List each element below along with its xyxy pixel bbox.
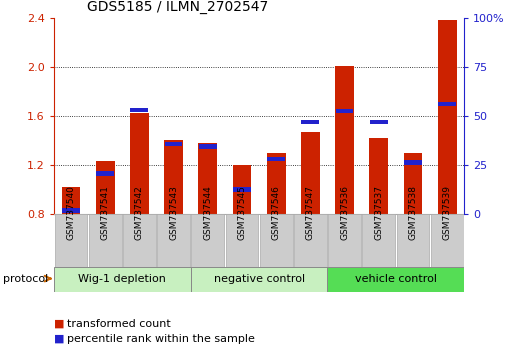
Text: protocol: protocol <box>3 274 48 284</box>
Text: GSM737539: GSM737539 <box>443 185 451 240</box>
Bar <box>96 161 114 214</box>
Bar <box>302 120 319 124</box>
Bar <box>123 214 156 267</box>
Text: percentile rank within the sample: percentile rank within the sample <box>67 334 254 344</box>
Bar <box>96 171 114 176</box>
Bar <box>438 20 457 214</box>
Bar <box>164 141 183 214</box>
Bar <box>54 267 191 292</box>
Bar <box>157 214 190 267</box>
Bar <box>260 214 292 267</box>
Bar <box>130 108 148 112</box>
Text: vehicle control: vehicle control <box>355 274 437 284</box>
Text: transformed count: transformed count <box>67 319 170 329</box>
Bar <box>370 120 388 124</box>
Bar <box>62 187 81 214</box>
Bar <box>294 214 327 267</box>
Text: GDS5185 / ILMN_2702547: GDS5185 / ILMN_2702547 <box>87 0 268 14</box>
Text: GSM737547: GSM737547 <box>306 185 315 240</box>
Bar <box>328 214 361 267</box>
Bar <box>327 267 464 292</box>
Text: negative control: negative control <box>213 274 305 284</box>
Bar <box>397 214 429 267</box>
Text: GSM737538: GSM737538 <box>408 185 418 240</box>
Text: GSM737540: GSM737540 <box>67 185 75 240</box>
Bar <box>226 214 259 267</box>
Text: Wig-1 depletion: Wig-1 depletion <box>78 274 166 284</box>
Text: GSM737545: GSM737545 <box>238 185 246 240</box>
Bar <box>165 142 183 146</box>
Bar <box>369 138 388 214</box>
Bar <box>404 160 422 165</box>
Bar <box>233 188 251 192</box>
Text: ■: ■ <box>54 319 64 329</box>
Text: GSM737542: GSM737542 <box>135 185 144 240</box>
Bar <box>191 267 327 292</box>
Text: GSM737541: GSM737541 <box>101 185 110 240</box>
Bar <box>362 214 395 267</box>
Bar <box>62 209 80 213</box>
Bar <box>267 153 286 214</box>
Text: GSM737544: GSM737544 <box>203 185 212 240</box>
Bar <box>301 132 320 214</box>
Bar <box>199 143 217 214</box>
Bar <box>191 214 224 267</box>
Text: GSM737536: GSM737536 <box>340 185 349 240</box>
Bar <box>336 109 353 113</box>
Bar <box>404 153 422 214</box>
Bar <box>89 214 122 267</box>
Bar <box>232 165 251 214</box>
Text: ■: ■ <box>54 334 64 344</box>
Bar <box>431 214 464 267</box>
Text: GSM737546: GSM737546 <box>272 185 281 240</box>
Text: GSM737543: GSM737543 <box>169 185 178 240</box>
Bar <box>199 144 216 149</box>
Bar <box>54 214 87 267</box>
Text: GSM737537: GSM737537 <box>374 185 383 240</box>
Bar <box>267 157 285 161</box>
Bar <box>335 65 354 214</box>
Bar <box>130 114 149 214</box>
Bar <box>438 102 456 106</box>
